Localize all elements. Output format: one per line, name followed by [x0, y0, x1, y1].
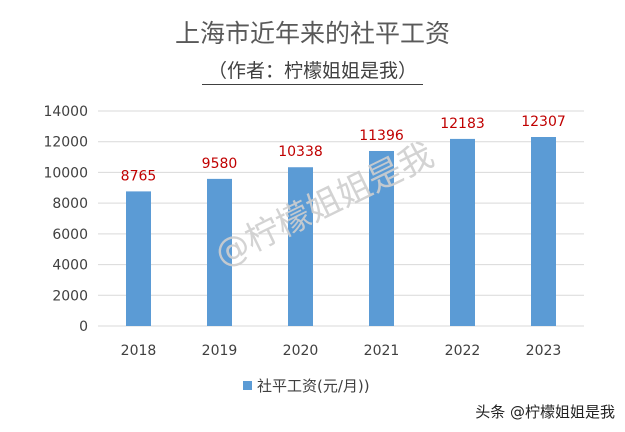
chart-title: 上海市近年来的社平工资	[174, 19, 450, 48]
data-label-2023: 12307	[521, 114, 566, 130]
y-axis: 0 2000 4000 6000 8000 10000 12000 14000	[43, 104, 88, 335]
legend: 社平工资(元/月))	[243, 377, 370, 395]
bar-2023	[531, 136, 556, 326]
bars	[126, 136, 556, 326]
x-tick-label-2018: 2018	[121, 343, 157, 359]
data-label-2021: 11396	[359, 128, 404, 144]
chart-subtitle: （作者：柠檬姐姐是我）	[0, 56, 625, 85]
data-label-2020: 10338	[278, 144, 323, 160]
x-tick-label-2019: 2019	[202, 343, 238, 359]
data-label-2019: 9580	[202, 156, 238, 172]
y-tick-label: 10000	[43, 165, 88, 181]
legend-label: 社平工资(元/月))	[257, 377, 370, 395]
y-tick-label: 8000	[52, 196, 88, 212]
bar-2022	[450, 138, 475, 326]
y-tick-label: 2000	[52, 288, 88, 304]
bar-2019	[207, 178, 232, 326]
bar-2021	[369, 150, 394, 326]
data-label-2022: 12183	[440, 116, 485, 132]
y-tick-label: 12000	[43, 135, 88, 151]
y-tick-label: 4000	[52, 258, 88, 274]
bar-2020	[288, 167, 313, 326]
gridlines	[98, 110, 584, 327]
x-tick-label-2023: 2023	[526, 343, 562, 359]
y-tick-label: 14000	[43, 104, 88, 120]
y-tick-label: 0	[79, 319, 88, 335]
x-axis: 2018 2019 2020 2021 2022 2023	[121, 343, 562, 359]
data-label-2018: 8765	[121, 168, 157, 184]
y-tick-label: 6000	[52, 227, 88, 243]
bar-2018	[126, 191, 151, 326]
legend-swatch	[243, 381, 252, 390]
brand-credit: 头条 @柠檬姐姐是我	[475, 403, 615, 421]
data-labels: 8765 9580 10338 11396 12183 12307	[121, 114, 566, 184]
chart-subtitle-text: （作者：柠檬姐姐是我）	[201, 60, 423, 85]
x-tick-label-2022: 2022	[445, 343, 481, 359]
x-tick-label-2021: 2021	[364, 343, 400, 359]
x-tick-label-2020: 2020	[283, 343, 319, 359]
